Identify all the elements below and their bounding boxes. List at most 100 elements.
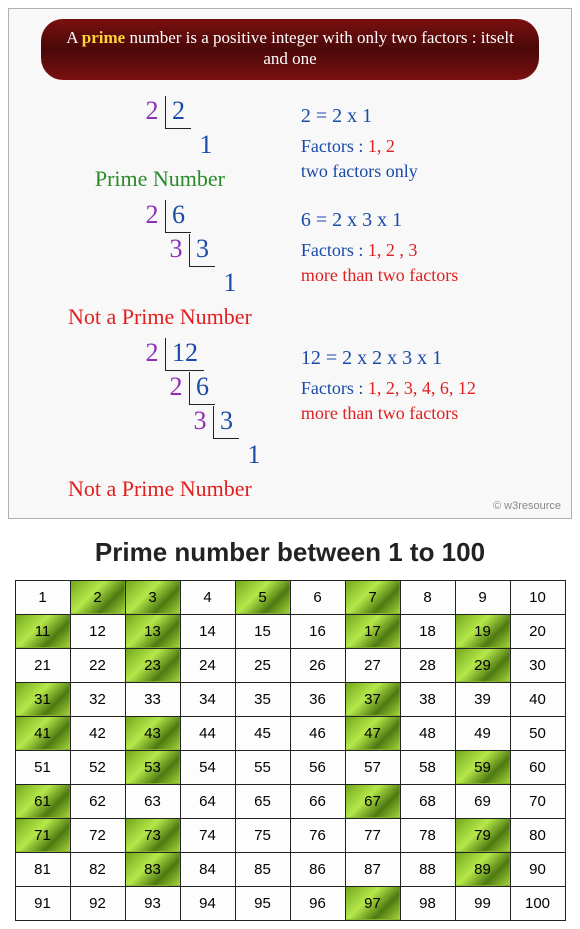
prime-cell: 79 <box>455 818 510 852</box>
dividend: 6 <box>189 372 215 405</box>
factors-values: 1, 2 <box>363 136 395 156</box>
divisor: 2 <box>163 372 189 402</box>
factors-line: Factors : 1, 2 , 3 <box>301 238 561 263</box>
dividend: 6 <box>165 200 191 233</box>
factors-label: Factors : <box>301 136 364 156</box>
number-cell: 49 <box>455 716 510 750</box>
definition-pre: A <box>66 28 82 47</box>
table-row: 12345678910 <box>15 580 565 614</box>
number-cell: 9 <box>455 580 510 614</box>
tree-step: 26 <box>19 200 301 234</box>
number-grid: 1234567891011121314151617181920212223242… <box>15 580 566 921</box>
number-cell: 78 <box>400 818 455 852</box>
number-cell: 4 <box>180 580 235 614</box>
number-cell: 21 <box>15 648 70 682</box>
prime-cell: 41 <box>15 716 70 750</box>
number-cell: 98 <box>400 886 455 920</box>
number-cell: 12 <box>70 614 125 648</box>
divisor: 3 <box>187 406 213 436</box>
number-cell: 100 <box>510 886 565 920</box>
number-cell: 51 <box>15 750 70 784</box>
dividend: 12 <box>165 338 204 371</box>
prime-cell: 23 <box>125 648 180 682</box>
number-cell: 77 <box>345 818 400 852</box>
prime-cell: 19 <box>455 614 510 648</box>
number-cell: 92 <box>70 886 125 920</box>
prime-cell: 3 <box>125 580 180 614</box>
number-cell: 40 <box>510 682 565 716</box>
grid-title: Prime number between 1 to 100 <box>8 537 572 568</box>
table-row: 51525354555657585960 <box>15 750 565 784</box>
tree-caption: Not a Prime Number <box>19 304 301 330</box>
number-cell: 22 <box>70 648 125 682</box>
number-cell: 85 <box>235 852 290 886</box>
number-cell: 20 <box>510 614 565 648</box>
prime-cell: 59 <box>455 750 510 784</box>
remainder: 1 <box>193 130 219 160</box>
number-cell: 58 <box>400 750 455 784</box>
number-cell: 65 <box>235 784 290 818</box>
table-row: 21222324252627282930 <box>15 648 565 682</box>
number-cell: 39 <box>455 682 510 716</box>
prime-cell: 7 <box>345 580 400 614</box>
number-cell: 87 <box>345 852 400 886</box>
number-cell: 36 <box>290 682 345 716</box>
factor-tree: 26331Not a Prime Number <box>19 200 301 330</box>
number-cell: 72 <box>70 818 125 852</box>
number-cell: 84 <box>180 852 235 886</box>
prime-cell: 67 <box>345 784 400 818</box>
number-cell: 82 <box>70 852 125 886</box>
number-cell: 48 <box>400 716 455 750</box>
number-cell: 50 <box>510 716 565 750</box>
prime-cell: 71 <box>15 818 70 852</box>
number-cell: 64 <box>180 784 235 818</box>
equation: 6 = 2 x 3 x 1 <box>301 206 561 234</box>
number-cell: 38 <box>400 682 455 716</box>
number-cell: 25 <box>235 648 290 682</box>
number-cell: 24 <box>180 648 235 682</box>
number-cell: 91 <box>15 886 70 920</box>
number-cell: 90 <box>510 852 565 886</box>
prime-cell: 61 <box>15 784 70 818</box>
equation: 12 = 2 x 2 x 3 x 1 <box>301 344 561 372</box>
grid-section: Prime number between 1 to 100 1234567891… <box>8 537 572 921</box>
table-row: 71727374757677787980 <box>15 818 565 852</box>
number-cell: 96 <box>290 886 345 920</box>
divisor: 2 <box>139 338 165 368</box>
factor-tree: 221Prime Number <box>19 96 301 192</box>
number-cell: 54 <box>180 750 235 784</box>
number-cell: 60 <box>510 750 565 784</box>
prime-cell: 29 <box>455 648 510 682</box>
tree-step: 1 <box>19 440 301 474</box>
definition-post: number is a positive integer with only t… <box>125 28 514 68</box>
table-row: 81828384858687888990 <box>15 852 565 886</box>
number-cell: 93 <box>125 886 180 920</box>
attribution: © w3resource <box>493 500 561 512</box>
number-cell: 16 <box>290 614 345 648</box>
number-cell: 62 <box>70 784 125 818</box>
table-row: 31323334353637383940 <box>15 682 565 716</box>
factors-values: 1, 2, 3, 4, 6, 12 <box>363 378 476 398</box>
example-row: 26331Not a Prime Number6 = 2 x 3 x 1 Fact… <box>19 200 561 330</box>
divisor: 3 <box>163 234 189 264</box>
number-cell: 95 <box>235 886 290 920</box>
number-cell: 74 <box>180 818 235 852</box>
prime-cell: 97 <box>345 886 400 920</box>
prime-cell: 89 <box>455 852 510 886</box>
number-cell: 8 <box>400 580 455 614</box>
tree-caption: Prime Number <box>19 166 301 192</box>
number-cell: 69 <box>455 784 510 818</box>
number-cell: 26 <box>290 648 345 682</box>
tree-step: 1 <box>19 130 301 164</box>
equation: 2 = 2 x 1 <box>301 102 561 130</box>
prime-cell: 5 <box>235 580 290 614</box>
number-cell: 75 <box>235 818 290 852</box>
factors-label: Factors : <box>301 378 364 398</box>
divisor: 2 <box>139 200 165 230</box>
explanation: 6 = 2 x 3 x 1Factors : 1, 2 , 3more than… <box>301 200 561 288</box>
number-cell: 15 <box>235 614 290 648</box>
factor-tree: 21226331Not a Prime Number <box>19 338 301 502</box>
table-row: 919293949596979899100 <box>15 886 565 920</box>
prime-cell: 83 <box>125 852 180 886</box>
number-cell: 34 <box>180 682 235 716</box>
